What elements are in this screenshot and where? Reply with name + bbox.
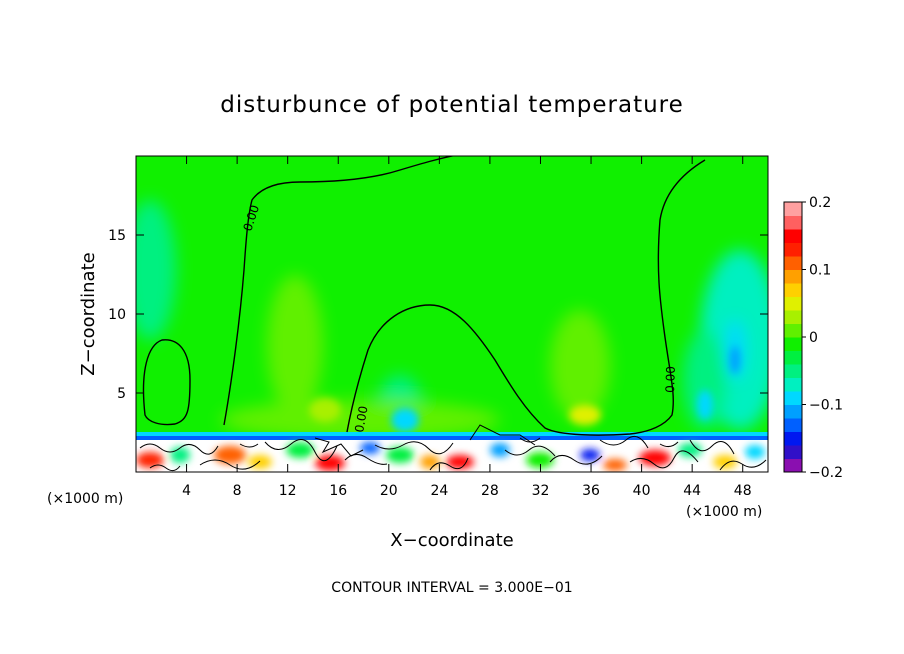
y-tick-label: 10 (108, 307, 126, 323)
x-tick-label: 4 (182, 483, 191, 499)
y-tick-label: 5 (117, 386, 126, 402)
colorbar-swatch (784, 458, 802, 473)
colorbar-swatch (784, 391, 802, 405)
colorbar-swatch (784, 283, 802, 297)
contour-label-group: 0.00 0.00 0.00 (241, 203, 678, 433)
y-axis-label: Z−coordinate (78, 252, 99, 375)
zero-contours (142, 156, 706, 436)
colorbar-swatch (784, 215, 802, 230)
boundary-contours (139, 424, 767, 472)
x-tick-label: 16 (329, 483, 347, 499)
x-tick-label: 24 (430, 483, 448, 499)
colorbar-tick-label: 0.2 (809, 195, 831, 211)
colorbar: 0.2 0.1 0 −0.1 −0.2 (783, 195, 843, 481)
x-unit-left: (×1000 m) (47, 491, 123, 507)
colorbar-swatch (784, 242, 802, 257)
colorbar-swatch (784, 418, 802, 432)
x-unit-right: (×1000 m) (686, 504, 762, 520)
colorbar-swatch (784, 445, 802, 459)
colorbar-swatch (784, 431, 802, 446)
colorbar-swatch (784, 269, 802, 284)
colorbar-swatch (784, 337, 802, 351)
x-tick-label: 20 (380, 483, 398, 499)
colorbar-tick-label: 0 (809, 330, 818, 346)
x-axis: 4 8 12 16 20 24 28 32 36 40 44 48 (182, 156, 752, 499)
chart-title: disturbunce of potential temperature (220, 92, 684, 118)
contour-interval-note: CONTOUR INTERVAL = 3.000E−01 (331, 580, 572, 596)
x-tick-label: 36 (582, 483, 600, 499)
colorbar-swatch (784, 323, 802, 338)
colorbar-swatch (784, 202, 802, 216)
boundary-band-blue (136, 436, 768, 440)
contour-label: 0.00 (663, 366, 678, 393)
plot-field (136, 156, 768, 472)
colorbar-swatch (784, 404, 802, 419)
colorbar-tick-label: 0.1 (809, 263, 831, 279)
colorbar-swatch (784, 310, 802, 324)
colorbar-tick-label: −0.1 (809, 398, 843, 414)
x-tick-label: 40 (633, 483, 651, 499)
x-tick-label: 32 (532, 483, 550, 499)
boundary-band-cyan (136, 432, 768, 438)
zero-contour-dome (346, 159, 706, 436)
y-axis: 5 10 15 (108, 228, 768, 402)
colorbar-swatch (784, 296, 802, 311)
colorbar-swatch (784, 350, 802, 365)
x-tick-label: 44 (683, 483, 701, 499)
colorbar-swatch (784, 364, 802, 378)
zero-contour-left-lobe (142, 339, 191, 426)
zero-contour-main (223, 156, 456, 426)
boundary-layer (136, 424, 768, 472)
colorbar-tick-label: −0.2 (809, 465, 843, 481)
colorbar-swatch (784, 256, 802, 270)
contour-label: 0.00 (352, 405, 370, 434)
colorbar-swatch (784, 229, 802, 243)
colorbar-swatch (784, 377, 802, 392)
x-tick-label: 12 (279, 483, 297, 499)
x-tick-label: 48 (734, 483, 752, 499)
x-axis-label: X−coordinate (390, 530, 513, 551)
field-highlights (309, 346, 740, 432)
x-tick-label: 8 (233, 483, 242, 499)
x-tick-label: 28 (481, 483, 499, 499)
y-tick-label: 15 (108, 228, 126, 244)
